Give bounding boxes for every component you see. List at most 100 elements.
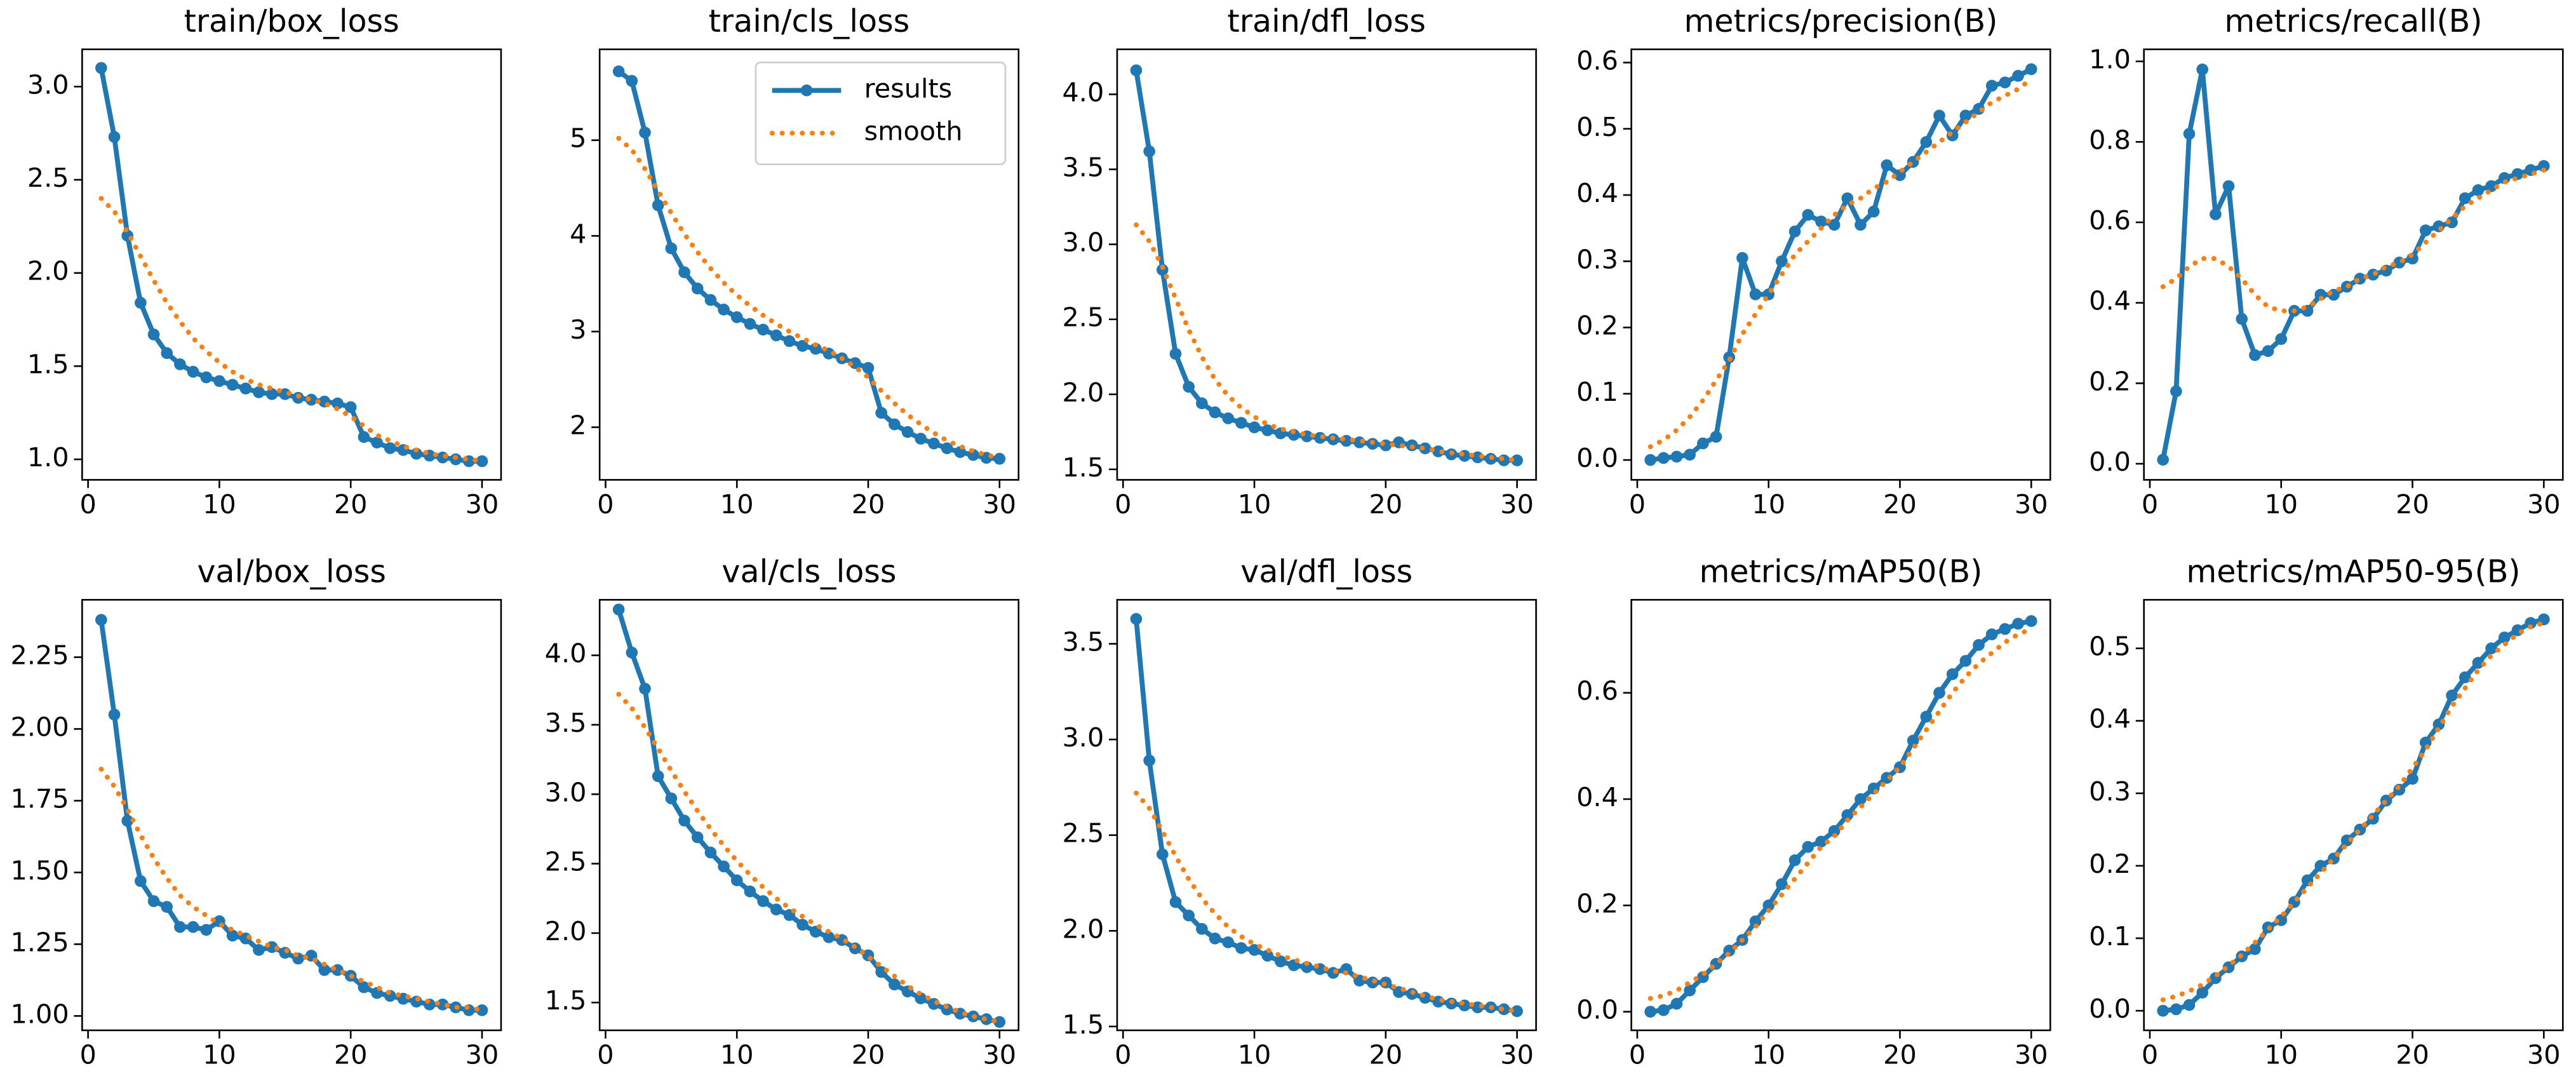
y-tick-label: 0.6 — [1576, 46, 1618, 76]
x-tick-label: 10 — [720, 489, 754, 520]
x-tick-label: 20 — [1883, 489, 1917, 520]
data-point — [1196, 397, 1208, 410]
data-point — [678, 814, 690, 827]
data-point — [718, 303, 730, 316]
data-point — [95, 614, 107, 626]
data-point — [2025, 615, 2037, 627]
data-point — [147, 895, 160, 907]
data-point — [1670, 450, 1683, 463]
data-point — [1933, 687, 1945, 699]
y-tick-label: 3.5 — [1062, 152, 1104, 183]
data-point — [2249, 943, 2261, 955]
data-point — [318, 964, 331, 976]
data-point — [1157, 264, 1169, 276]
data-point — [993, 1016, 1006, 1028]
data-point — [626, 646, 638, 659]
data-point — [744, 318, 756, 330]
y-tick-label: 0.4 — [1576, 782, 1618, 812]
data-point — [2157, 1004, 2169, 1017]
y-tick-label: 1.25 — [11, 927, 69, 957]
data-point — [1802, 840, 1815, 853]
data-point — [332, 397, 344, 410]
data-point — [147, 328, 160, 340]
data-point — [2249, 349, 2261, 361]
data-point — [2196, 987, 2209, 999]
y-tick-label: 0.2 — [2089, 849, 2131, 879]
data-point — [901, 426, 914, 438]
data-point — [2498, 631, 2511, 643]
data-point — [770, 329, 782, 342]
data-point — [2012, 70, 2024, 82]
data-point — [796, 919, 808, 931]
data-point — [809, 342, 822, 355]
y-tick-label: 2.0 — [1062, 913, 1104, 944]
data-point — [239, 382, 252, 394]
y-tick-label: 0.6 — [2089, 205, 2131, 236]
data-point — [862, 361, 875, 374]
x-tick-label: 0 — [1115, 1039, 1131, 1070]
data-point — [639, 126, 651, 138]
x-tick-label: 0 — [1115, 489, 1131, 520]
y-tick-label: 0.6 — [1576, 676, 1618, 706]
x-tick-label: 30 — [466, 1039, 499, 1070]
data-point — [213, 375, 225, 387]
data-point — [1920, 710, 1933, 723]
x-tick-label: 30 — [466, 489, 499, 520]
data-point — [2183, 999, 2196, 1011]
data-point — [436, 998, 449, 1011]
data-point — [2485, 642, 2497, 654]
data-point — [704, 293, 717, 306]
plot-frame — [1630, 48, 2051, 481]
chart-title: val/dfl_loss — [1240, 553, 1412, 590]
data-point — [2170, 385, 2182, 398]
y-tick-label: 5 — [570, 123, 586, 154]
plot-frame — [1630, 598, 2051, 1032]
x-tick-label: 30 — [2527, 489, 2561, 520]
data-point — [1275, 955, 1287, 967]
y-tick-label: 1.00 — [11, 999, 69, 1029]
data-point — [1920, 136, 1933, 148]
data-point — [1828, 219, 1841, 231]
data-point — [665, 242, 678, 255]
data-point — [253, 386, 265, 398]
data-point — [1959, 109, 1972, 122]
x-tick-label: 30 — [1500, 1039, 1534, 1070]
data-point — [2485, 180, 2497, 192]
x-tick-label: 0 — [79, 1039, 96, 1070]
series-line — [1647, 626, 2034, 1001]
series-line — [1134, 222, 1520, 463]
data-point — [358, 981, 370, 994]
chart-title: metrics/mAP50-95(B) — [2186, 553, 2520, 590]
data-point — [384, 442, 396, 454]
data-point — [849, 357, 861, 369]
data-point — [2222, 180, 2235, 192]
data-point — [1985, 628, 1998, 640]
y-tick-label: 4.0 — [545, 638, 587, 669]
data-point — [1657, 452, 1670, 464]
data-point — [1157, 848, 1169, 861]
data-point — [1776, 878, 1788, 891]
data-point — [2025, 63, 2037, 76]
x-tick-label: 10 — [203, 489, 236, 520]
data-point — [476, 1004, 488, 1016]
series-line — [2160, 167, 2547, 314]
data-point — [1815, 835, 1827, 848]
x-tick-label: 0 — [2142, 489, 2158, 520]
data-point — [889, 978, 901, 991]
y-tick-label: 0.0 — [2089, 994, 2131, 1024]
data-point — [410, 447, 422, 460]
data-point — [476, 455, 488, 468]
chart-title: metrics/recall(B) — [2224, 3, 2482, 39]
data-point — [1143, 145, 1155, 158]
x-tick-label: 20 — [334, 489, 368, 520]
x-tick-label: 20 — [852, 1039, 885, 1070]
data-point — [1222, 936, 1235, 948]
data-point — [2262, 345, 2274, 358]
series-line — [1134, 790, 1520, 1014]
x-tick-label: 10 — [1752, 489, 1785, 520]
data-point — [652, 770, 664, 783]
data-point — [226, 379, 239, 391]
data-point — [1736, 252, 1748, 264]
x-tick-label: 0 — [2142, 1039, 2158, 1070]
